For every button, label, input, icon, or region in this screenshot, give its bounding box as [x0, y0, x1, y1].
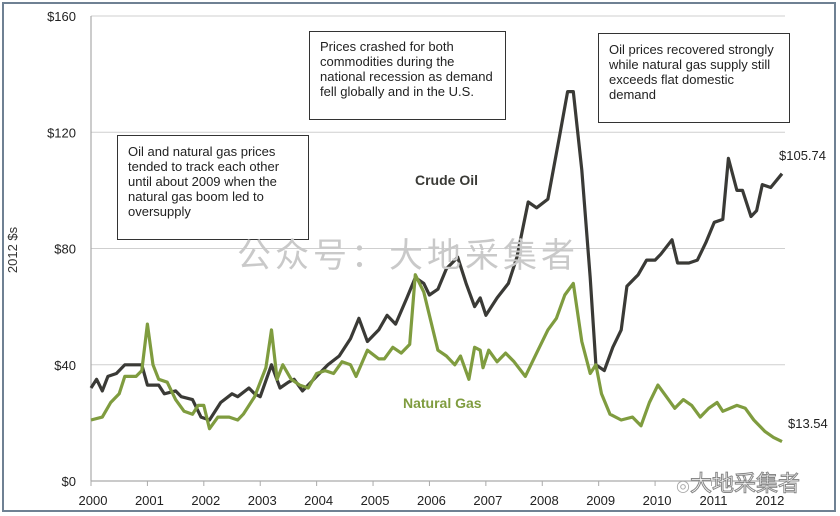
x-tick-label: 2007 — [473, 493, 502, 508]
y-tick-label: $0 — [62, 474, 76, 489]
x-tick-label: 2006 — [417, 493, 446, 508]
annotation-crash: Prices crashed for both commodities duri… — [309, 31, 506, 120]
x-tick-label: 2009 — [586, 493, 615, 508]
annotation-recovery: Oil prices recovered strongly while natu… — [598, 33, 790, 123]
wechat-logo: ◎大地采集者 — [676, 466, 800, 498]
natural-gas-end-label: $13.54 — [788, 416, 828, 431]
x-tick-label: 2002 — [191, 493, 220, 508]
x-tick-label: 2003 — [248, 493, 277, 508]
x-tick-label: 2000 — [79, 493, 108, 508]
y-tick-label: $40 — [54, 358, 76, 373]
annotation-tracking: Oil and natural gas prices tended to tra… — [117, 135, 309, 240]
x-tick-label: 2004 — [304, 493, 333, 508]
x-tick-label: 2011 — [700, 493, 728, 508]
logo-text: 大地采集者 — [689, 472, 800, 498]
natural-gas-series-label: Natural Gas — [403, 395, 482, 411]
x-tick-label: 2010 — [643, 493, 672, 508]
x-tick-label: 2012 — [755, 493, 784, 508]
x-tick-label: 2005 — [361, 493, 390, 508]
crude-oil-series-label: Crude Oil — [415, 172, 478, 188]
natural-gas-line — [90, 273, 783, 444]
watermark: 公众号：大地采集者 — [237, 236, 579, 276]
y-tick-label: $160 — [47, 9, 76, 24]
wechat-icon: ◎ — [676, 476, 690, 495]
x-tick-label: 2001 — [135, 493, 164, 508]
y-tick-label: $120 — [47, 125, 76, 140]
y-tick-label: $80 — [54, 242, 76, 257]
y-axis-label: 2012 $s — [5, 226, 20, 273]
crude-oil-end-label: $105.74 — [779, 148, 826, 163]
x-tick-label: 2008 — [530, 493, 559, 508]
